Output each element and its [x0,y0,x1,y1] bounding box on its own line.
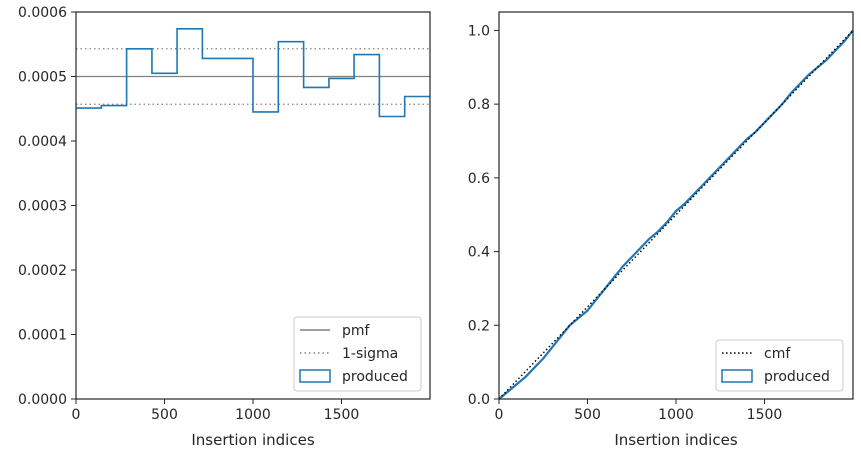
cmf-legend-box [715,339,844,392]
cmf-y-tick-label: 0.6 [468,171,490,187]
cmf-x-tick-label: 1500 [747,407,783,423]
pmf-x-tick-label: 500 [151,407,178,423]
pmf-y-tick-label: 0.0001 [18,328,67,344]
pmf-legend: pmf 1-sigma produced [293,316,422,392]
cmf-y-tick-label: 0.8 [468,97,490,113]
pmf-x-tick-label: 0 [72,407,81,423]
cmf-y-tick-label: 1.0 [468,23,490,39]
pmf-y-tick-label: 0.0004 [18,134,67,150]
cmf-plot-area [498,29,854,400]
cmf-y-ticks: 0.0 0.2 0.4 0.6 0.8 1.0 [468,23,499,408]
legend-produced-label: produced [342,369,408,385]
cmf-x-ticks: 0 500 1000 1500 [495,399,783,423]
pmf-panel: 0 500 1000 1500 0.00000.00010.00020.00030.0… [18,5,431,449]
legend-sigma-label: 1-sigma [342,346,398,362]
cmf-panel: 0 500 1000 1500 0.0 0.2 0.4 0.6 0.8 1.0 Insertio… [468,11,854,449]
legend-cmf-produced-swatch [721,369,753,383]
legend-produced-swatch [299,369,331,383]
legend-cmf-label: cmf [764,346,791,362]
cmf-x-tick-label: 1000 [658,407,694,423]
pmf-y-tick-label: 0.0000 [18,392,67,408]
pmf-y-tick-label: 0.0002 [18,263,67,279]
cmf-x-tick-label: 500 [574,407,601,423]
pmf-y-ticks: 0.0000 0.0001 0.0002 0.0003 0.0004 0.0005 0.00… [18,5,76,408]
cmf-line [498,29,854,400]
cmf-x-tick-label: 0 [495,407,504,423]
pmf-x-tick-label: 1500 [324,407,360,423]
legend-cmf-produced-label: produced [764,369,830,385]
cmf-y-tick-label: 0.2 [468,318,490,334]
pmf-x-ticks: 0 500 1000 1500 [72,399,360,423]
pmf-x-tick-label: 1000 [235,407,271,423]
cmf-x-axis-label: Insertion indices [614,431,737,449]
produced-cumulative-line [498,29,854,400]
produced-histogram-step [76,27,430,118]
cmf-y-tick-label: 0.4 [468,245,490,261]
pmf-legend-box [293,316,422,392]
pmf-y-tick-label: 0.0006 [18,5,67,21]
cmf-y-tick-label: 0.0 [468,392,490,408]
cmf-legend: cmf produced [715,339,844,392]
pmf-y-tick-label: 0.0003 [18,199,67,215]
pmf-y-tick-label: 0.0005 [18,70,67,86]
legend-pmf-label: pmf [342,323,371,339]
pmf-plot-area [76,27,430,118]
pmf-x-axis-label: Insertion indices [191,431,314,449]
